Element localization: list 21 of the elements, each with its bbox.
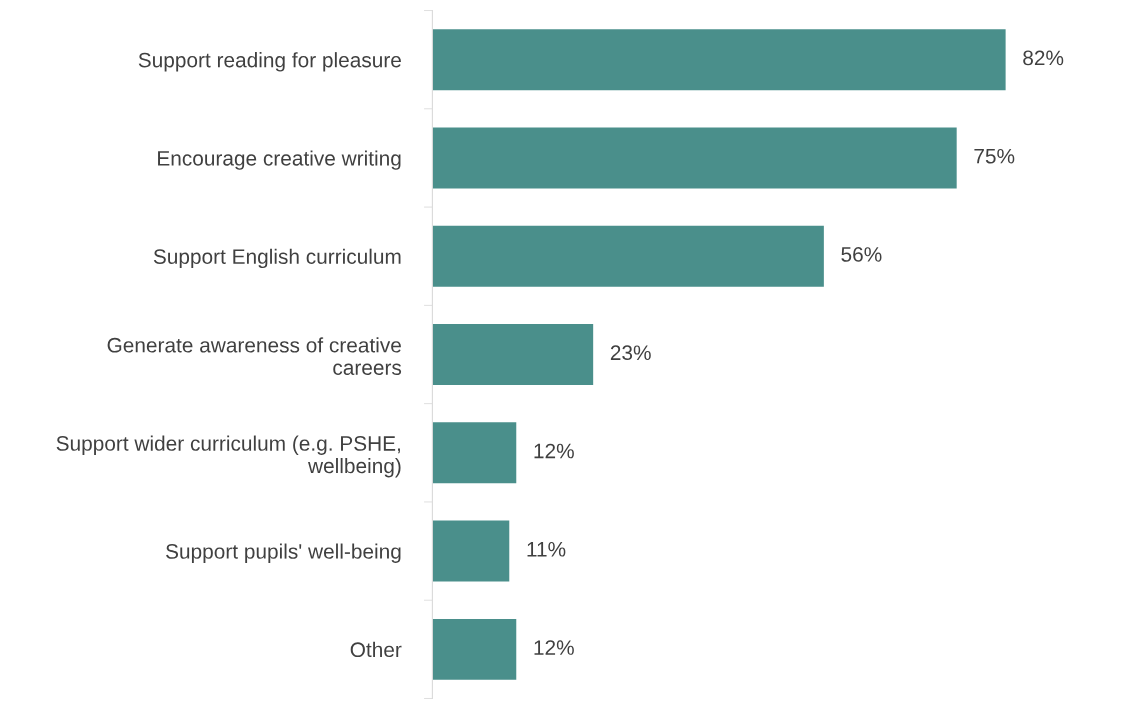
bar [432,225,824,287]
y-tick-label: Generate awareness of creative careers [107,337,402,375]
data-label: 12% [534,640,574,655]
bar [432,127,957,189]
y-tick-label: Support wider curriculum (e.g. PSHE, wellbeing) [56,435,401,478]
bar [432,324,594,385]
bar [432,520,510,582]
data-label: 12% [534,443,574,459]
data-label: 11% [527,542,566,557]
bar [432,618,517,680]
y-tick-label: Support English curriculum [153,248,401,269]
y-tick-label: Support pupils' well-being [166,543,401,563]
bar [432,422,517,484]
bar [432,29,1006,91]
y-tick-label: Encourage creative writing [158,150,401,170]
data-label: 56% [841,247,882,262]
data-label: 75% [974,148,1015,164]
data-label: 82% [1023,50,1064,66]
data-label: 23% [610,345,651,361]
y-tick-label: Support reading for pleasure [138,52,401,72]
y-tick-label: Other [350,641,402,658]
